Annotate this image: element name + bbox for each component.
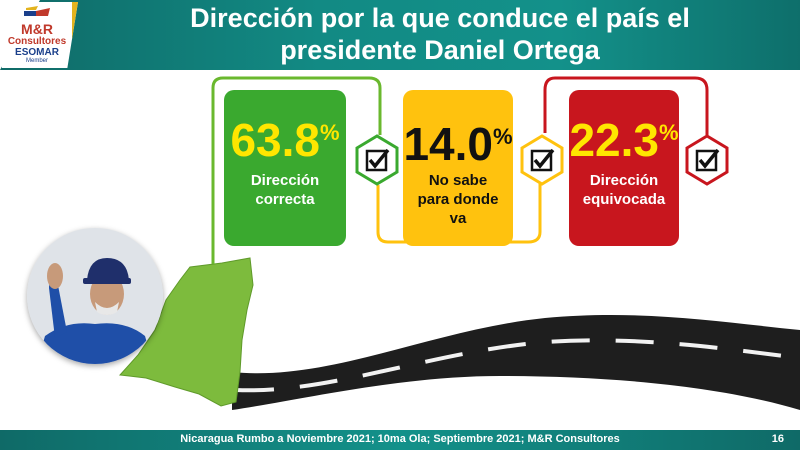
stat-value: 22.3% — [569, 108, 678, 165]
value-unit: % — [492, 124, 513, 149]
logo-subtitle: Consultores — [7, 35, 67, 47]
label-line: correcta — [255, 191, 315, 208]
logo-esomar: ESOMAR — [15, 46, 59, 58]
portrait-image — [27, 228, 163, 364]
header-bar — [0, 0, 800, 70]
check-hexagon-icon — [520, 134, 564, 186]
value-text: 14.0 — [403, 118, 493, 170]
label-line: equivocada — [582, 191, 666, 208]
logo-brand: M&R — [21, 20, 53, 37]
label-line: Dirección — [250, 172, 320, 189]
logo-icon — [24, 5, 50, 16]
logo-member: Member — [25, 57, 48, 64]
label-line: No sabe — [428, 172, 488, 189]
label-line: para donde — [417, 191, 499, 208]
label-line: va — [449, 210, 467, 227]
value-text: 63.8 — [230, 114, 320, 166]
label-line: Dirección — [589, 172, 659, 189]
title-line-1: Dirección por la que conduce el país el — [190, 3, 690, 33]
check-hexagon-icon — [355, 134, 399, 186]
check-hexagon-icon — [685, 134, 729, 186]
footer-bar: Nicaragua Rumbo a Noviembre 2021; 10ma O… — [0, 430, 800, 450]
stat-card-wrong: 22.3% Dirección equivocada — [569, 90, 679, 246]
stat-card-unsure: 14.0% No sabe para donde va — [403, 90, 513, 246]
portrait-illustration — [27, 228, 163, 364]
value-text: 22.3 — [569, 114, 659, 166]
connector-green — [211, 76, 382, 264]
stat-label: Dirección correcta — [251, 171, 319, 209]
connector-red — [543, 76, 709, 135]
logo: M&R Consultores ESOMAR Member — [2, 2, 78, 68]
footer-source: Nicaragua Rumbo a Noviembre 2021; 10ma O… — [180, 433, 620, 445]
stat-label: No sabe para donde va — [418, 171, 499, 228]
stat-label: Dirección equivocada — [583, 171, 666, 209]
value-unit: % — [319, 120, 340, 145]
road-icon — [232, 314, 800, 410]
title-line-2: presidente Daniel Ortega — [280, 35, 600, 65]
page-number: 16 — [771, 433, 784, 445]
value-unit: % — [658, 120, 679, 145]
stat-value: 63.8% — [230, 108, 339, 165]
nicaragua-map-icon — [118, 257, 254, 407]
stat-value: 14.0% — [403, 112, 512, 169]
stat-card-correct: 63.8% Dirección correcta — [224, 90, 346, 246]
page-title: Dirección por la que conduce el país el … — [100, 2, 780, 66]
